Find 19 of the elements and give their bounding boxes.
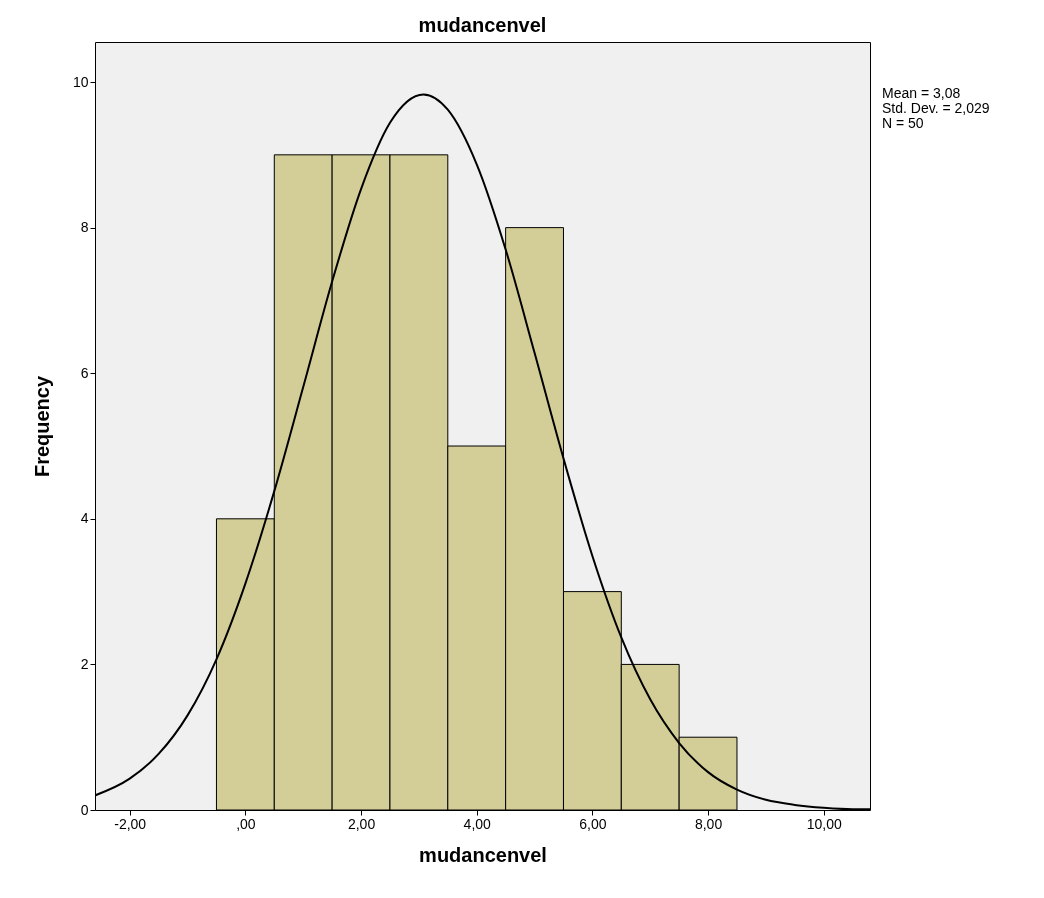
- x-tick-label: 8,00: [694, 815, 723, 832]
- x-axis-title: mudancenvel: [419, 843, 547, 866]
- y-tick-label: 10: [72, 73, 89, 90]
- text: Std. Dev. = 2,029: [882, 100, 990, 116]
- chart-title: mudancenvel: [418, 14, 547, 36]
- y-tick-label: 4: [80, 510, 89, 527]
- x-tick-label: 10,00: [806, 815, 842, 832]
- y-tick-label: 6: [80, 364, 89, 381]
- x-tick-label: 2,00: [347, 815, 376, 832]
- x-tick-label: -2,00: [114, 815, 147, 832]
- x-tick-label: 6,00: [579, 815, 607, 832]
- x-tick-label: 4,00: [463, 815, 492, 832]
- y-axis-title: Frequency: [30, 375, 53, 478]
- y-tick-label: 8: [80, 219, 89, 236]
- x-tick-label: ,00: [236, 815, 256, 832]
- y-tick-label: 2: [80, 655, 89, 672]
- text: N = 50: [882, 115, 925, 131]
- text: Mean = 3,08: [882, 85, 962, 101]
- y-tick-label: 0: [80, 801, 89, 818]
